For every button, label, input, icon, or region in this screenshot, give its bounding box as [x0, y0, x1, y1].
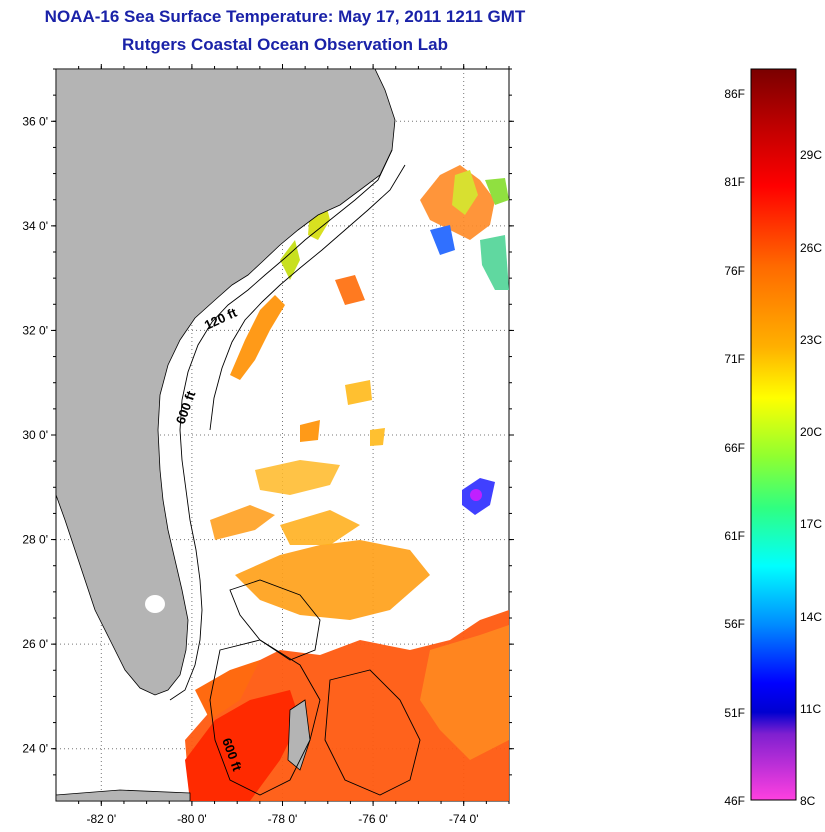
lat-tick-label: 34 0'	[22, 219, 48, 233]
sst-patch-ne5	[485, 178, 509, 205]
colorbar-label-c: 11C	[800, 701, 822, 716]
colorbar-label-c: 20C	[800, 425, 823, 440]
sst-patch-east-orange	[420, 625, 509, 760]
colorbar-label-f: 61F	[724, 528, 745, 543]
colorbar-label-c: 17C	[800, 517, 823, 532]
lake-okeechobee	[145, 595, 165, 613]
colorbar-label-f: 86F	[724, 87, 745, 101]
sst-patch-mid6	[345, 380, 372, 405]
lon-tick-label: -82 0'	[86, 812, 116, 826]
sst-patch-mid1	[235, 540, 430, 620]
lon-tick-label: -80 0'	[177, 812, 207, 826]
map-axes: 24 0' 26 0' 28 0' 30 0' 32 0' 34 0' 36 0' -82 0…	[22, 64, 514, 826]
colorbar-label-f: 51F	[724, 705, 745, 720]
sst-patch-ne3	[430, 225, 455, 255]
sst-patch-mid4	[255, 460, 340, 495]
sst-data	[185, 165, 509, 801]
colorbar-label-f: 56F	[724, 617, 745, 632]
colorbar-label-f: 46F	[724, 794, 745, 808]
lat-tick-label: 24 0'	[22, 742, 48, 756]
sst-patch-south-red	[185, 690, 300, 801]
chart-subtitle: Rutgers Coastal Ocean Observation Lab	[122, 35, 448, 54]
lon-tick-label: -74 0'	[449, 812, 479, 826]
lat-tick-label: 30 0'	[22, 428, 48, 442]
sst-patch-mid2	[280, 510, 360, 545]
lon-tick-label: -78 0'	[268, 812, 298, 826]
land-southeast-us	[56, 69, 396, 696]
colorbar-label-f: 76F	[724, 263, 745, 278]
colorbar-label-c: 8C	[800, 794, 816, 808]
sst-patch-coastal2	[280, 240, 300, 280]
lat-tick-label: 28 0'	[22, 533, 48, 547]
sst-patch-mid3	[210, 505, 275, 540]
colorbar-label-c: 29C	[800, 148, 823, 163]
colorbar-label-f: 66F	[724, 440, 745, 455]
colorbar-label-f: 81F	[724, 175, 745, 190]
lon-tick-label: -76 0'	[358, 812, 388, 826]
sst-patch-mid7	[370, 428, 385, 446]
colorbar-label-c: 14C	[800, 609, 823, 624]
colorbar-label-f: 71F	[724, 352, 745, 367]
lat-tick-label: 36 0'	[22, 114, 48, 128]
colorbar	[750, 68, 797, 801]
sst-patch-coastal4	[335, 275, 365, 305]
lat-tick-label: 32 0'	[22, 323, 48, 337]
sst-patch-southwest	[195, 660, 260, 720]
land-bahamas-1	[287, 699, 311, 771]
colorbar-label-c: 23C	[800, 332, 823, 347]
lat-tick-label: 26 0'	[22, 637, 48, 651]
colorbar-label-c: 26C	[800, 240, 823, 255]
sst-patch-mid5	[300, 420, 320, 442]
sst-patch-ne2	[452, 170, 478, 215]
land-cuba	[56, 789, 191, 801]
sst-patch-ne4	[480, 235, 509, 290]
sst-patch-coastal1	[230, 295, 285, 380]
chart-title: NOAA-16 Sea Surface Temperature: May 17,…	[44, 7, 526, 26]
depth-contours	[169, 149, 421, 796]
